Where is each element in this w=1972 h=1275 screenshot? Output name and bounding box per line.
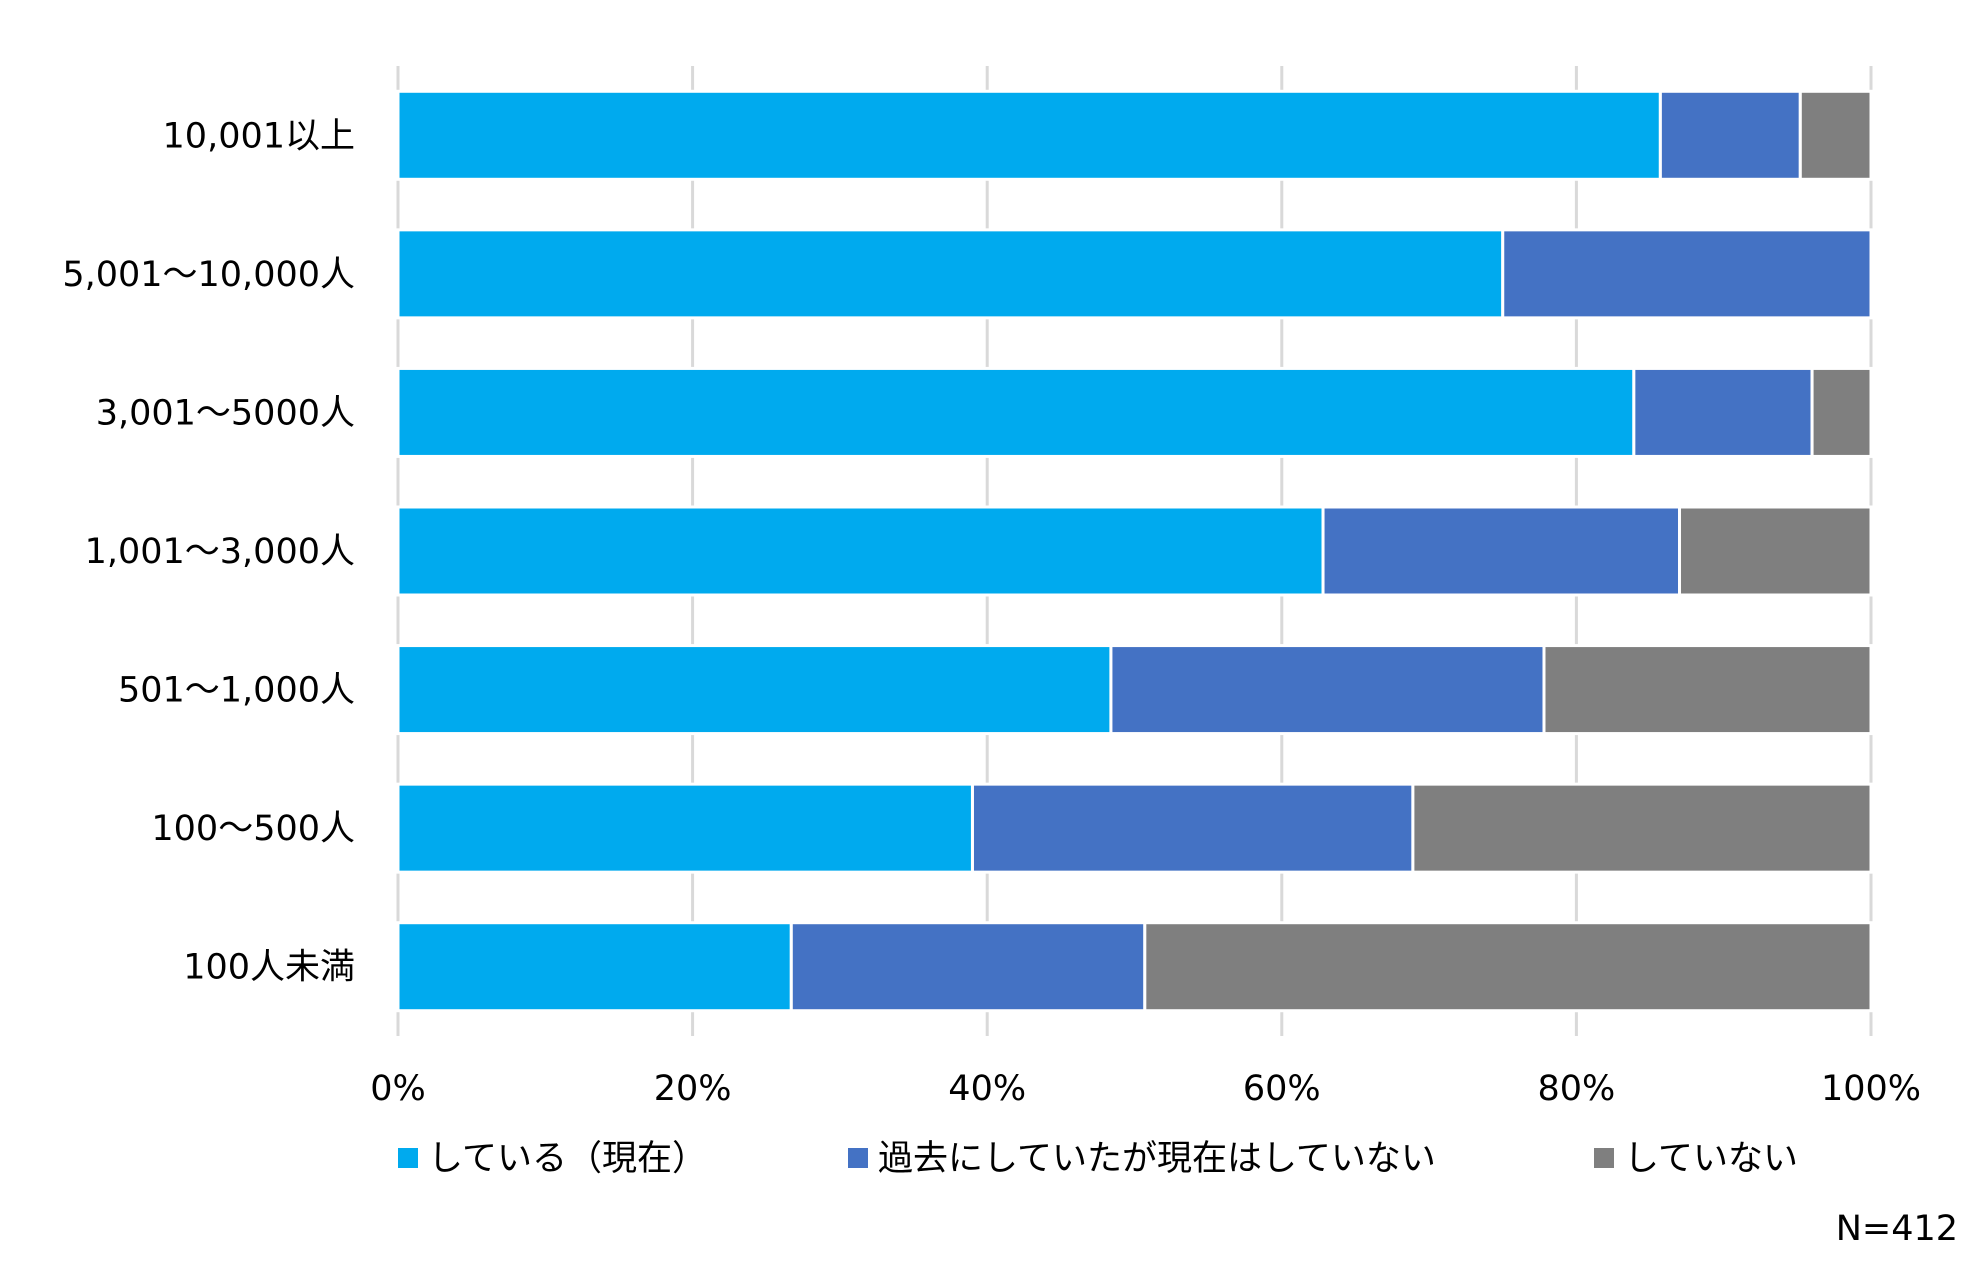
legend-item: していない <box>1594 1139 1798 1179</box>
x-tick-label: 40% <box>948 1069 1026 1109</box>
bar-segment <box>1798 89 1873 181</box>
category-label: 100～500人 <box>151 809 355 849</box>
legend-swatch <box>398 1148 418 1168</box>
legend-item: している（現在） <box>398 1139 707 1179</box>
x-tick-labels: 0% 20% 40% 60% 80% 100% <box>370 1069 1921 1109</box>
bar-segment <box>1542 644 1873 736</box>
bars <box>396 89 1873 1013</box>
sample-size-note: N=412 <box>1836 1209 1958 1249</box>
legend-label: していない <box>1624 1139 1798 1179</box>
bar-segment <box>1411 782 1873 874</box>
bar-segment <box>396 921 793 1013</box>
legend-swatch <box>848 1148 868 1168</box>
bar-segment <box>1658 89 1802 181</box>
bar-segment <box>1810 366 1873 458</box>
bar-segment <box>396 89 1662 181</box>
bar-segment <box>1143 921 1873 1013</box>
bar-segment <box>396 228 1505 320</box>
x-tick-label: 60% <box>1243 1069 1321 1109</box>
bar-segment <box>1501 228 1873 320</box>
legend: している（現在） 過去にしていたが現在はしていない していない <box>398 1139 1798 1179</box>
category-labels: 10,001以上 5,001～10,000人 3,001～5000人 1,001～3,… <box>62 116 355 987</box>
category-label: 5,001～10,000人 <box>62 255 355 295</box>
bar-segment <box>1321 505 1682 597</box>
x-tick-label: 20% <box>654 1069 732 1109</box>
bar-segment <box>1109 644 1546 736</box>
x-tick-label: 100% <box>1821 1069 1921 1109</box>
bar-segment <box>789 921 1147 1013</box>
bar-segment <box>396 366 1636 458</box>
bar-segment <box>970 782 1415 874</box>
legend-swatch <box>1594 1148 1614 1168</box>
category-label: 1,001～3,000人 <box>85 532 355 572</box>
category-label: 100人未満 <box>183 948 355 988</box>
legend-label: している（現在） <box>428 1139 707 1179</box>
x-tick-label: 80% <box>1538 1069 1616 1109</box>
bar-segment <box>396 644 1113 736</box>
bar-segment <box>396 505 1325 597</box>
bar-segment <box>396 782 974 874</box>
x-tick-label: 0% <box>370 1069 426 1109</box>
bar-segment <box>1632 366 1814 458</box>
category-label: 10,001以上 <box>163 116 355 156</box>
bar-segment <box>1678 505 1873 597</box>
legend-item: 過去にしていたが現在はしていない <box>848 1139 1436 1179</box>
legend-label: 過去にしていたが現在はしていない <box>878 1139 1436 1179</box>
category-label: 501～1,000人 <box>118 671 355 711</box>
category-label: 3,001～5000人 <box>96 393 355 433</box>
